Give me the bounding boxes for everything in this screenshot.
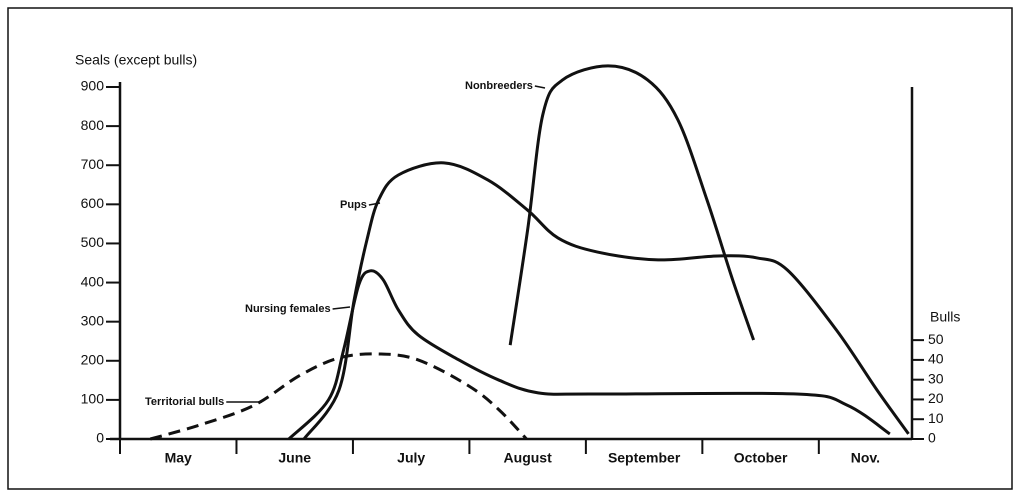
label-leader: [368, 202, 381, 206]
y2-axis-label: Bulls: [930, 309, 960, 325]
x-tick-label: August: [504, 450, 553, 466]
label-leader: [534, 85, 546, 89]
y-tick-label: 300: [81, 312, 105, 328]
series-label: Nursing females: [245, 303, 331, 315]
y2-tick-label: 50: [928, 331, 944, 347]
y-tick-label: 800: [81, 117, 105, 133]
y-tick-label: 0: [96, 430, 104, 446]
x-tick-label: May: [165, 450, 192, 466]
y2-tick-label: 0: [928, 430, 936, 446]
series-label: Nonbreeders: [465, 80, 533, 92]
y-tick-label: 200: [81, 351, 105, 367]
y2-tick-label: 10: [928, 410, 944, 426]
y-tick-label: 600: [81, 195, 105, 211]
x-tick-label: June: [278, 450, 311, 466]
label-leader: [332, 306, 351, 310]
series-line: [287, 269, 891, 441]
x-tick-label: Nov.: [851, 450, 880, 466]
y-tick-label: 900: [81, 78, 105, 94]
x-tick-label: September: [608, 450, 681, 466]
y-tick-label: 700: [81, 156, 105, 172]
y2-tick-label: 20: [928, 390, 944, 406]
y-tick-label: 100: [81, 391, 105, 407]
y-tick-label: 400: [81, 273, 105, 289]
y-tick-label: 500: [81, 234, 105, 250]
series-label: Pups: [340, 199, 367, 211]
y2-tick-label: 30: [928, 370, 944, 386]
x-tick-label: October: [734, 450, 788, 466]
series-line: [149, 352, 528, 441]
y2-tick-label: 40: [928, 351, 944, 367]
y-axis-label: Seals (except bulls): [75, 52, 197, 68]
frame: [7, 7, 1013, 490]
series-line: [302, 161, 910, 440]
x-tick-label: July: [397, 450, 425, 466]
series-line: [508, 64, 756, 346]
series-label: Territorial bulls: [145, 396, 224, 408]
